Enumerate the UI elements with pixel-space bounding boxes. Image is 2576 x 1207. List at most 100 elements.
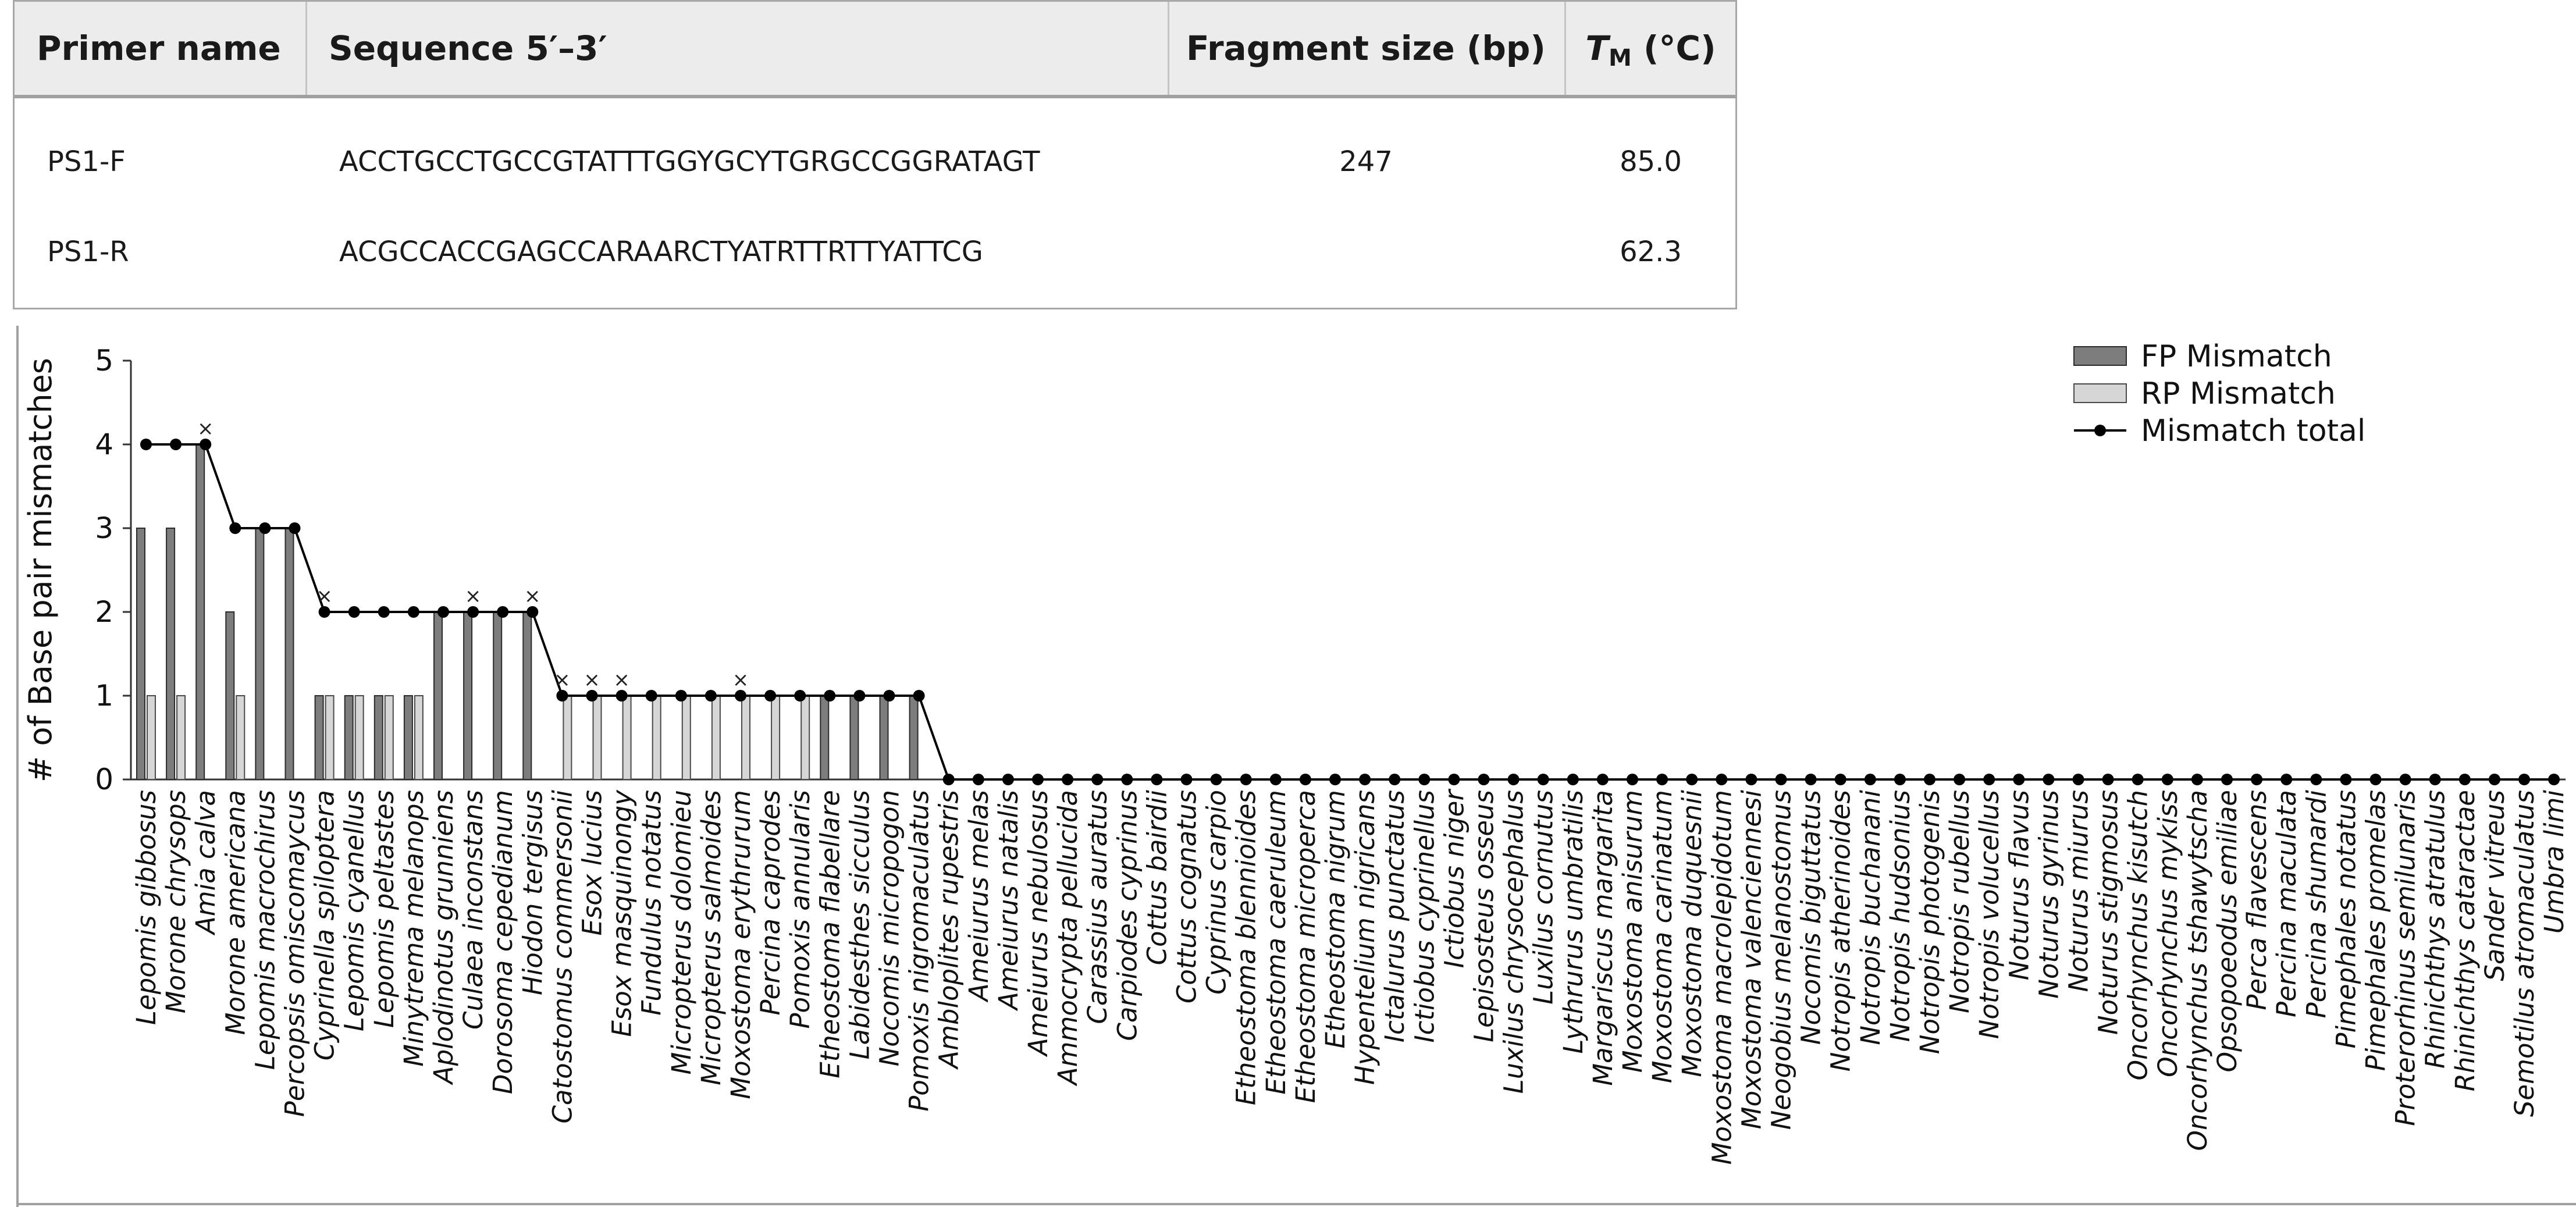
mismatch-total-point [1091, 774, 1104, 785]
header-tm: TM (°C) [1564, 2, 1737, 95]
x-tick-label: Minytrema melanops [399, 790, 429, 1067]
mismatch-total-point [2043, 774, 2055, 785]
x-tick-label: Etheostoma nigrum [1320, 790, 1351, 1049]
mismatch-total-point [586, 690, 598, 702]
mismatch-total-point [794, 690, 806, 702]
x-tick-label: Ammocrypta pellucida [1052, 790, 1083, 1087]
mismatch-total-point [913, 690, 925, 702]
x-tick-label: Notropis rubellus [1944, 790, 1975, 1013]
x-tick-label: Lepomis cyanellus [339, 790, 370, 1031]
fp-bar [166, 528, 176, 780]
mismatch-total-point [1864, 774, 1876, 785]
x-tick-label: Lepisosteus osseus [1469, 790, 1500, 1042]
y-tick-label: 3 [95, 511, 113, 545]
fp-bar [314, 695, 324, 780]
legend-total-point [2094, 425, 2106, 436]
mismatch-total-point [2340, 774, 2352, 785]
x-tick-label: Ictalurus punctatus [1379, 790, 1410, 1042]
x-tick-label: Perca flavescens [2241, 790, 2272, 1010]
rp-bar [711, 695, 721, 780]
row1-primer-name: PS1-F [47, 145, 126, 178]
rp-bar [147, 695, 156, 780]
primer-table: Primer name Sequence 5′–3′ Fragment size… [13, 0, 1737, 309]
x-tick-label: Ambloplites rupestris [934, 790, 965, 1070]
x-tick-label: Catostomus commersonii [547, 790, 578, 1124]
mismatch-chart: 0 1 2 3 4 5 # of Base pair mismatches × × × × × × × × L… [0, 326, 2576, 1207]
x-tick-label: Ictiobus niger [1439, 789, 1470, 969]
x-tick-label: Lythrurus umbratilis [1558, 790, 1589, 1054]
fp-bar [136, 528, 145, 780]
x-tick-label: Notropis atherinoides [1826, 790, 1856, 1071]
fp-bar [195, 444, 205, 780]
rp-bar [741, 695, 750, 780]
x-tick-label: Cottus cognatus [1172, 790, 1202, 1003]
fp-bar [344, 695, 354, 780]
mismatch-total-point [1032, 774, 1044, 785]
x-tick-label: Carpiodes cyprinus [1112, 790, 1143, 1041]
mismatch-total-point [170, 439, 182, 450]
x-tick-label: Oncorhynchus tshawytscha [2182, 790, 2213, 1151]
tm-unit: (°C) [1643, 29, 1716, 68]
mismatch-total-point [348, 606, 360, 618]
mismatch-total-point [1567, 774, 1579, 785]
x-tick-label: Nocomis biguttatus [1796, 790, 1827, 1045]
mismatch-total-point [378, 606, 390, 618]
x-tick-label: Noturus gyrinus [2033, 790, 2064, 999]
mismatch-total-point [2072, 774, 2084, 785]
x-tick-label: Moxostoma anisurum [1617, 790, 1648, 1073]
fp-bar [433, 611, 443, 780]
mismatch-total-point [1389, 774, 1401, 785]
legend-label: Mismatch total [2141, 414, 2365, 448]
mismatch-total-line [146, 443, 2554, 781]
x-tick-label: Lepomis macrochirus [250, 790, 280, 1070]
fp-bar [255, 528, 265, 780]
mismatch-total-point [1596, 774, 1609, 785]
fp-bar [909, 695, 919, 780]
x-tick-label: Oncorhynchus mykiss [2152, 790, 2183, 1077]
x-tick-label: Percopsis omiscomaycus [280, 790, 311, 1117]
x-tick-label: Percina shumardi [2301, 790, 2332, 1019]
x-tick-label: Dorosoma cepedianum [488, 790, 518, 1094]
mismatch-total-point [1151, 774, 1163, 785]
x-tick-label: Etheostoma blennioides [1231, 790, 1262, 1105]
x-tick-label: Luxilus chrysocephalus [1499, 790, 1529, 1094]
mismatch-total-point [1894, 774, 1906, 785]
fp-bar [493, 611, 503, 780]
row2-primer-name: PS1-R [47, 236, 129, 268]
x-tick-label: Etheostoma microperca [1290, 790, 1321, 1103]
mismatch-total-point [2013, 774, 2025, 785]
mismatch-total-point [942, 774, 955, 785]
mismatch-total-point [2458, 774, 2471, 785]
mismatch-total-point [1775, 774, 1787, 785]
mismatch-total-point [1627, 774, 1638, 785]
mismatch-total-point [1210, 774, 1222, 785]
mismatch-total-point [1745, 774, 1757, 785]
header-primer-name: Primer name [37, 29, 281, 68]
legend-fp-swatch [2073, 346, 2127, 366]
x-tick-label: Cyprinus carpio [1201, 790, 1232, 995]
x-tick-label: Lepomis gibbosus [131, 790, 162, 1025]
fp-bar [522, 611, 532, 780]
mismatch-total-point [1478, 774, 1490, 785]
x-tick-label: Labidesthes sicculus [844, 790, 875, 1059]
x-tick-label: Fundulus notatus [636, 790, 667, 1016]
mismatch-marker: × [465, 585, 482, 608]
mismatch-total-point [2102, 774, 2114, 785]
x-tick-label: Opsopoeodus emiliae [2212, 790, 2243, 1072]
mismatch-total-point [318, 606, 330, 618]
x-tick-label: Moxostoma macrolepidotum [1706, 790, 1737, 1165]
tm-symbol: T [1585, 29, 1609, 68]
header-divider [305, 2, 307, 95]
rp-bar [771, 695, 781, 780]
x-tick-label: Noturus stigmosus [2093, 790, 2124, 1035]
rp-bar [325, 695, 335, 780]
x-tick-label: Lepomis peltastes [369, 790, 400, 1028]
x-tick-label: Etheostoma caeruleum [1261, 790, 1291, 1095]
mismatch-total-point [2251, 774, 2263, 785]
x-tick-label: Micropterus salmoides [696, 790, 727, 1085]
x-tick-label: Percina caprodes [755, 790, 786, 1016]
x-tick-label: Ictiobus cyprinellus [1409, 790, 1440, 1043]
mismatch-total-point [1686, 774, 1698, 785]
x-tick-label: Pomoxis nigromaculatus [904, 790, 935, 1112]
chart-frame-left [16, 326, 19, 1207]
